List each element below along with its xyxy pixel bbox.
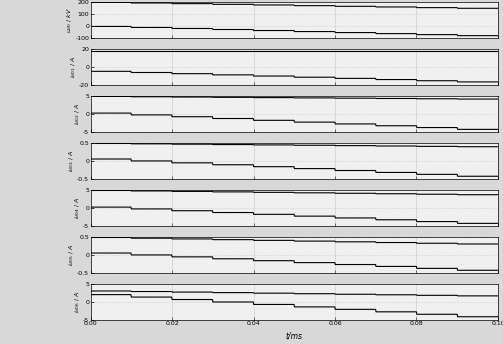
- X-axis label: t/ms: t/ms: [286, 332, 303, 341]
- Y-axis label: $i_{d02}\ /\ A$: $i_{d02}\ /\ A$: [73, 103, 81, 125]
- Y-axis label: $i_{d06}\ /\ A$: $i_{d06}\ /\ A$: [73, 291, 81, 313]
- Y-axis label: $i_{d04}\ /\ A$: $i_{d04}\ /\ A$: [73, 197, 81, 219]
- Y-axis label: $i_{d03}\ /\ A$: $i_{d03}\ /\ A$: [67, 150, 76, 172]
- Y-axis label: $i_{d01}\ /\ A$: $i_{d01}\ /\ A$: [69, 56, 77, 78]
- Y-axis label: $u_{d0}\ /\ kV$: $u_{d0}\ /\ kV$: [65, 7, 74, 33]
- Y-axis label: $i_{d05}\ /\ A$: $i_{d05}\ /\ A$: [67, 244, 76, 266]
